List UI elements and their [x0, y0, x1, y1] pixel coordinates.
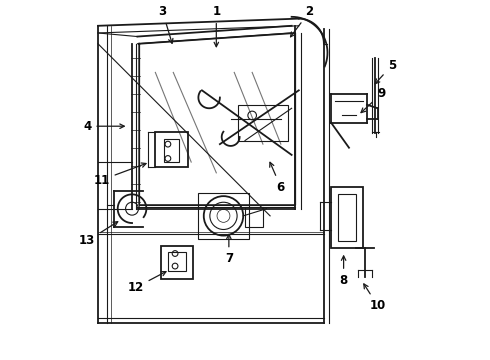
Bar	[168, 252, 186, 271]
Text: 1: 1	[212, 5, 220, 47]
Bar	[338, 194, 356, 241]
Text: 8: 8	[340, 256, 348, 287]
Text: 3: 3	[158, 5, 173, 43]
Bar	[198, 193, 248, 239]
Bar	[245, 207, 263, 226]
Text: 10: 10	[364, 284, 386, 312]
Text: 7: 7	[225, 234, 233, 265]
Text: 4: 4	[83, 120, 124, 133]
Text: 9: 9	[361, 87, 386, 113]
Bar	[155, 132, 188, 167]
Bar	[164, 139, 179, 162]
Bar	[161, 246, 193, 279]
Bar	[238, 105, 288, 140]
Text: 5: 5	[375, 59, 396, 84]
Text: 12: 12	[127, 271, 166, 294]
Text: 13: 13	[79, 222, 118, 247]
Text: 11: 11	[94, 163, 146, 186]
Text: 2: 2	[291, 5, 314, 37]
Text: 6: 6	[270, 162, 285, 194]
Bar	[331, 187, 364, 248]
